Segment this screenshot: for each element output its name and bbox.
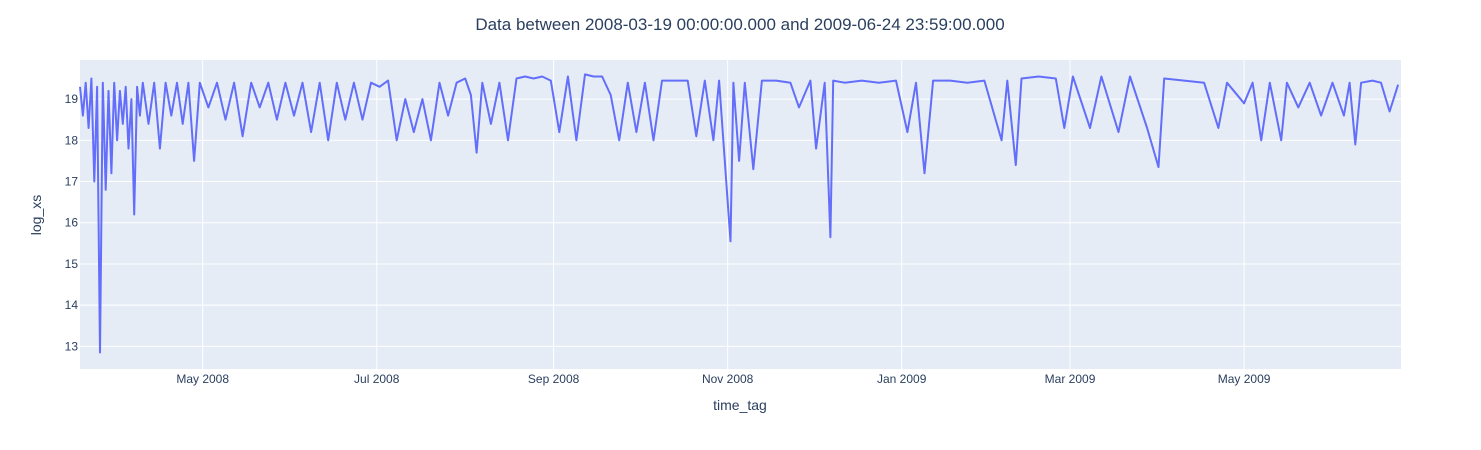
x-tick-label: Sep 2008	[528, 372, 580, 386]
y-tick-label: 13	[65, 339, 79, 353]
y-axis-title: log_xs	[28, 195, 44, 235]
y-tick-label: 19	[65, 92, 79, 106]
y-tick-label: 17	[65, 175, 79, 189]
y-tick-label: 14	[65, 298, 79, 312]
y-tick-label: 18	[65, 133, 79, 147]
y-axis-ticks: 13 14 15 16 17 18 19	[65, 92, 79, 353]
x-tick-label: Mar 2009	[1045, 372, 1096, 386]
y-tick-label: 15	[65, 257, 79, 271]
x-tick-label: Jan 2009	[877, 372, 927, 386]
x-tick-label: May 2008	[176, 372, 229, 386]
series-group	[79, 73, 1400, 354]
x-axis-title: time_tag	[713, 397, 767, 413]
x-tick-label: Nov 2008	[702, 372, 754, 386]
x-axis-ticks: May 2008 Jul 2008 Sep 2008 Nov 2008 Jan 2009…	[176, 372, 1270, 386]
y-tick-label: 16	[65, 216, 79, 230]
series-line	[79, 73, 1400, 354]
chart-title: Data between 2008-03-19 00:00:00.000 and…	[475, 15, 1004, 34]
x-tick-label: May 2009	[1218, 372, 1271, 386]
x-tick-label: Jul 2008	[354, 372, 400, 386]
plot-area	[80, 60, 1401, 369]
